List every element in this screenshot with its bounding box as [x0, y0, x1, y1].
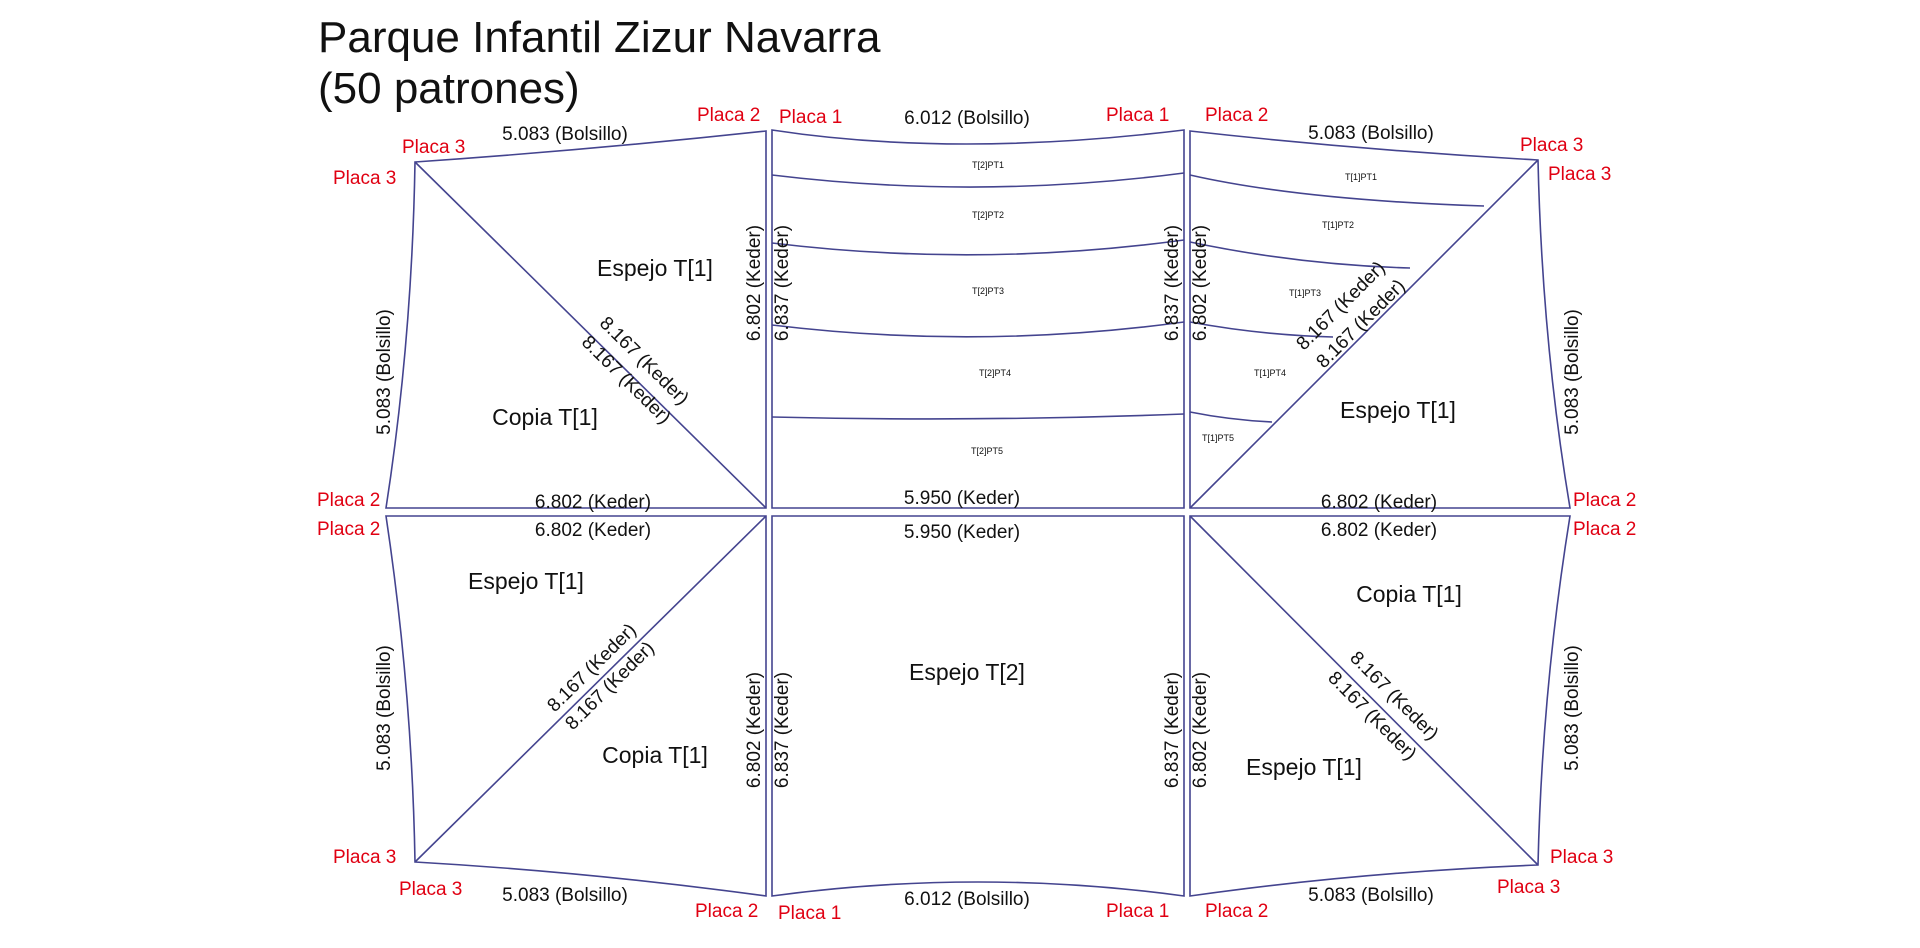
strip-seam-t2-2 [771, 239, 1185, 256]
strip-labels: T[2]PT1 T[2]PT2 T[2]PT3 T[2]PT4 T[2]PT5 … [971, 160, 1377, 456]
strip-label: T[1]PT2 [1322, 220, 1354, 230]
plate-label: Placa 3 [399, 879, 462, 900]
panel-bottom-center-outline [771, 515, 1185, 897]
plate-label: Placa 1 [1106, 901, 1169, 922]
panel-top-center-outline [771, 129, 1185, 509]
plate-label: Placa 3 [1548, 164, 1611, 185]
panel-name: Espejo T[1] [1340, 397, 1456, 423]
dim-label: 6.837 (Keder) [772, 672, 793, 788]
panel-names: Espejo T[1] Copia T[1] Espejo T[1] Espej… [468, 255, 1462, 780]
strip-seam-t1-1 [1189, 174, 1485, 207]
panel-bottom-right-diagonal [1189, 515, 1539, 866]
dim-label: 6.012 (Bolsillo) [904, 108, 1030, 129]
plate-label: Placa 2 [697, 105, 760, 126]
dim-label: 6.837 (Keder) [1162, 225, 1183, 341]
dim-label: 5.950 (Keder) [904, 488, 1020, 509]
dim-label: 6.802 (Keder) [535, 492, 651, 513]
strip-seam-t1-3 [1189, 321, 1334, 338]
strip-seam-t1-2 [1189, 241, 1411, 269]
dim-label: 5.950 (Keder) [904, 522, 1020, 543]
panel-name: Espejo T[1] [597, 255, 713, 281]
strip-label: T[2]PT2 [972, 210, 1004, 220]
dim-label: 6.802 (Keder) [744, 225, 765, 341]
plate-label: Placa 3 [1497, 877, 1560, 898]
strip-label: T[2]PT4 [979, 368, 1011, 378]
dim-label: 6.802 (Keder) [1190, 225, 1211, 341]
plate-label: Placa 3 [1550, 847, 1613, 868]
dim-label: 5.083 (Bolsillo) [1562, 645, 1583, 771]
page-title: Parque Infantil Zizur Navarra (50 patron… [318, 12, 880, 114]
plate-label: Placa 1 [779, 107, 842, 128]
dim-label: 6.837 (Keder) [772, 225, 793, 341]
panel-outlines [385, 129, 1571, 897]
panel-bottom-left-diagonal [414, 515, 767, 863]
strip-label: T[2]PT1 [972, 160, 1004, 170]
dim-label: 6.837 (Keder) [1162, 672, 1183, 788]
dim-label: 5.083 (Bolsillo) [374, 645, 395, 771]
strip-seam-t1-4 [1189, 411, 1273, 423]
plate-label: Placa 2 [1205, 901, 1268, 922]
panel-name: Espejo T[1] [468, 568, 584, 594]
strip-seam-t2-3 [771, 321, 1185, 338]
plate-label: Placa 2 [317, 519, 380, 540]
plate-label: Placa 3 [402, 137, 465, 158]
strip-label: T[1]PT1 [1345, 172, 1377, 182]
plate-label: Placa 3 [333, 847, 396, 868]
panel-name: Espejo T[1] [1246, 754, 1362, 780]
strip-label: T[2]PT5 [971, 446, 1003, 456]
strip-seam-t2-1 [771, 172, 1185, 188]
strip-label: T[1]PT3 [1289, 288, 1321, 298]
horizontal-dimensions: 5.083 (Bolsillo) 6.012 (Bolsillo) 5.083 … [502, 108, 1437, 910]
plate-label: Placa 2 [1573, 490, 1636, 511]
plate-label: Placa 2 [1573, 519, 1636, 540]
title-line-2: (50 patrones) [318, 64, 580, 113]
strip-label: T[2]PT3 [972, 286, 1004, 296]
dim-label: 6.802 (Keder) [1321, 520, 1437, 541]
panel-name: Copia T[1] [1356, 581, 1462, 607]
title-line-1: Parque Infantil Zizur Navarra [318, 13, 881, 62]
panel-top-right-diagonal [1189, 159, 1539, 509]
dim-label: 5.083 (Bolsillo) [374, 309, 395, 435]
dim-label: 6.802 (Keder) [535, 520, 651, 541]
dim-label: 5.083 (Bolsillo) [502, 124, 628, 145]
plate-label: Placa 3 [333, 168, 396, 189]
strip-label: T[1]PT5 [1202, 433, 1234, 443]
plate-label: Placa 2 [695, 901, 758, 922]
plate-label: Placa 3 [1520, 135, 1583, 156]
panel-name: Copia T[1] [602, 742, 708, 768]
dim-label: 5.083 (Bolsillo) [1562, 309, 1583, 435]
strip-seam-t2-4 [771, 413, 1185, 420]
dim-label: 6.012 (Bolsillo) [904, 889, 1030, 910]
dim-label: 5.083 (Bolsillo) [1308, 885, 1434, 906]
panel-top-left-diagonal [414, 161, 767, 509]
plate-label: Placa 1 [1106, 105, 1169, 126]
dim-label: 6.802 (Keder) [1190, 672, 1211, 788]
panel-name: Copia T[1] [492, 404, 598, 430]
dim-label: 6.802 (Keder) [1321, 492, 1437, 513]
plate-label: Placa 1 [778, 903, 841, 924]
dim-label: 5.083 (Bolsillo) [1308, 123, 1434, 144]
plate-label: Placa 2 [317, 490, 380, 511]
diagonal-dimensions: 8.167 (Keder) 8.167 (Keder) 8.167 (Keder… [543, 258, 1442, 765]
plate-label: Placa 2 [1205, 105, 1268, 126]
dim-label: 6.802 (Keder) [744, 672, 765, 788]
strip-label: T[1]PT4 [1254, 368, 1286, 378]
vertical-dimensions: 5.083 (Bolsillo) 5.083 (Bolsillo) 5.083 … [374, 225, 1583, 788]
plate-labels: Placa 3 Placa 3 Placa 2 Placa 1 Placa 1 … [317, 105, 1636, 924]
dim-label: 5.083 (Bolsillo) [502, 885, 628, 906]
panel-name: Espejo T[2] [909, 659, 1025, 685]
